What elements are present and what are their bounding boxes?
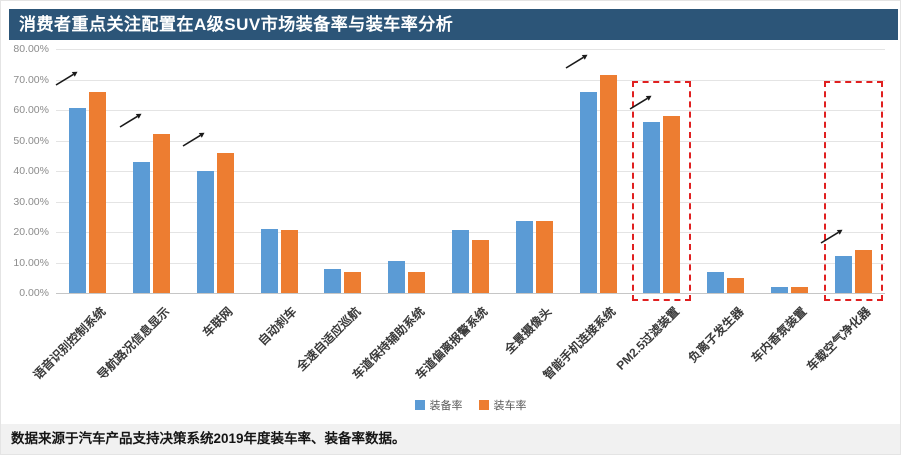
gridline xyxy=(56,232,885,233)
bar-装车率 xyxy=(599,74,617,293)
highlight-box xyxy=(823,81,883,301)
bar-装车率 xyxy=(535,221,553,293)
y-axis-tick-label: 20.00% xyxy=(13,226,49,238)
x-axis-label: 全速自适应巡航 xyxy=(293,304,364,374)
bar-装备率 xyxy=(643,122,661,293)
bar-装车率 xyxy=(472,239,489,293)
bar-装备率 xyxy=(196,171,214,293)
x-axis-label: PM2.5过滤装置 xyxy=(613,304,683,373)
bar-chart: 0.00% 10.00% 20.00% 30.00% 40.00% 50.00% 60.00… xyxy=(1,39,901,426)
chart-legend: 装备率 装车率 xyxy=(56,397,885,413)
y-axis-tick-label: 40.00% xyxy=(13,165,49,177)
bar-装车率 xyxy=(153,134,171,293)
x-axis-label: 车载空气净化器 xyxy=(804,304,874,374)
bar-装备率 xyxy=(579,91,597,293)
bar-装备率 xyxy=(515,221,533,293)
bar-装备率 xyxy=(133,161,151,293)
y-axis-tick-label: 80.00% xyxy=(13,43,49,55)
bar-装备率 xyxy=(834,256,852,293)
x-axis-label: 负离子发生器 xyxy=(685,304,746,366)
gridline xyxy=(56,49,885,50)
y-axis-tick-label: 60.00% xyxy=(13,104,49,116)
trend-arrow-icon xyxy=(629,92,655,112)
x-axis-label: 全景摄像头 xyxy=(502,304,555,357)
y-axis-tick-label: 70.00% xyxy=(13,73,49,86)
gridline xyxy=(56,293,885,294)
y-axis-tick-label: 0.00% xyxy=(19,287,49,299)
bar-装车率 xyxy=(89,91,107,293)
legend-item: 装备率 xyxy=(414,397,463,413)
bar-装车率 xyxy=(854,250,872,293)
legend-swatch xyxy=(478,400,489,410)
bar-装车率 xyxy=(280,230,298,293)
gridline xyxy=(56,79,885,81)
legend-label: 装车率 xyxy=(493,400,527,412)
x-axis-label: 自动刹车 xyxy=(255,304,300,349)
page-title: 消费者重点关注配置在A级SUV市场装备率与装车率分析 xyxy=(9,9,898,40)
bar-装备率 xyxy=(260,228,278,293)
highlight-box xyxy=(632,81,692,301)
bar-装备率 xyxy=(69,108,87,293)
legend-swatch xyxy=(414,400,425,410)
bar-装车率 xyxy=(344,271,362,293)
bar-装车率 xyxy=(727,277,745,293)
y-axis-tick-label: 50.00% xyxy=(13,134,49,147)
trend-arrow-icon xyxy=(182,129,208,149)
legend-item: 装车率 xyxy=(478,397,527,413)
bar-装车率 xyxy=(408,271,426,293)
bar-装备率 xyxy=(707,271,725,293)
gridline xyxy=(56,201,885,203)
gridline xyxy=(56,262,885,264)
bar-装车率 xyxy=(216,152,234,293)
x-axis-label: 车联网 xyxy=(200,304,236,340)
trend-arrow-icon xyxy=(820,226,846,246)
bar-装车率 xyxy=(663,116,681,293)
trend-arrow-icon xyxy=(565,51,591,71)
y-axis-tick-label: 10.00% xyxy=(13,256,49,269)
bar-装备率 xyxy=(324,268,342,293)
gridline xyxy=(56,140,885,142)
bar-装备率 xyxy=(388,260,406,293)
gridline xyxy=(56,171,885,172)
source-note: 数据来源于汽车产品支持决策系统2019年度装车率、装备率数据。 xyxy=(1,424,900,454)
trend-arrow-icon xyxy=(55,68,81,88)
trend-arrow-icon xyxy=(119,110,145,130)
x-axis-label: 车内香氛装置 xyxy=(748,304,810,366)
bar-装车率 xyxy=(790,286,808,293)
y-axis-tick-label: 30.00% xyxy=(13,195,49,208)
gridline xyxy=(56,110,885,111)
bar-装备率 xyxy=(770,286,788,293)
legend-label: 装备率 xyxy=(429,400,463,412)
bar-装备率 xyxy=(452,230,469,293)
